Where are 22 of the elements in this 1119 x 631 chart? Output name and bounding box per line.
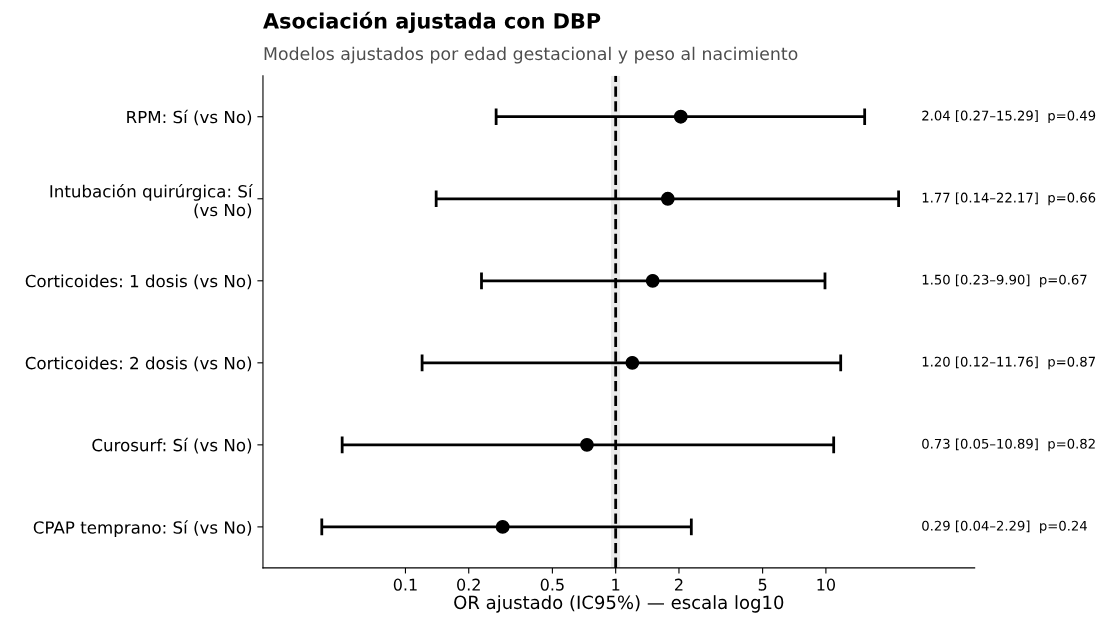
x-tick-label: 1: [612, 578, 620, 591]
annotation: 2.04 [0.27–15.29] p=0.49: [922, 110, 1096, 124]
y-tick-label: Corticoides: 2 dosis (vs No): [25, 356, 252, 372]
x-tick-label: 10: [817, 578, 835, 591]
chart-title: Asociación ajustada con DBP: [263, 11, 601, 33]
annotation: 1.77 [0.14–22.17] p=0.66: [922, 192, 1096, 206]
y-tick-label: CPAP temprano: Sí (vs No): [33, 520, 252, 538]
y-tick-label: Corticoides: 1 dosis (vs No): [25, 274, 252, 290]
x-tick-label: 0.2: [457, 578, 480, 591]
annotation: 0.29 [0.04–2.29] p=0.24: [922, 520, 1087, 534]
y-tick-label: Intubación quirúrgica: Sí (vs No): [50, 184, 253, 219]
annotation: 1.20 [0.12–11.76] p=0.87: [922, 356, 1095, 370]
x-axis-title: OR ajustado (IC95%) — escala log10: [454, 595, 784, 613]
annotation: 0.73 [0.05–10.89] p=0.82: [922, 438, 1095, 452]
x-tick-label: 0.1: [393, 578, 417, 591]
annotation: 1.50 [0.23–9.90] p=0.67: [922, 274, 1087, 288]
chart-subtitle: Modelos ajustados por edad gestacional y peso al nacimiento: [264, 46, 798, 64]
x-tick-label: 0.5: [540, 578, 564, 591]
y-tick-label: Curosurf: Sí (vs No): [92, 437, 252, 454]
x-tick-label: 2: [675, 578, 683, 591]
y-tick-label: RPM: Sí (vs No): [127, 109, 252, 126]
x-tick-label: 5: [758, 578, 767, 591]
